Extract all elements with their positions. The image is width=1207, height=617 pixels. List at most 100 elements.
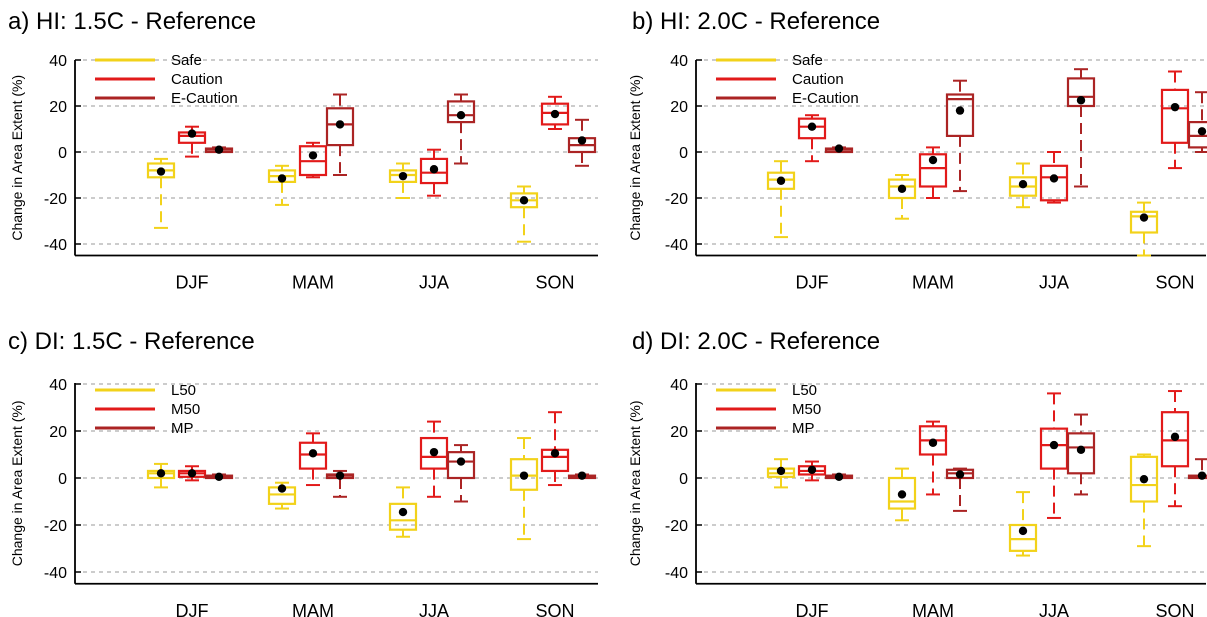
mean-point bbox=[834, 144, 844, 153]
box-l50-son bbox=[509, 437, 539, 541]
x-tick-label: MAM bbox=[912, 273, 954, 293]
box-iqr bbox=[797, 117, 827, 140]
box-iqr bbox=[298, 441, 328, 470]
y-axis-label: Change in Area Extent (%) bbox=[627, 400, 643, 566]
box-iqr bbox=[1066, 432, 1096, 475]
x-tick-label: SON bbox=[1155, 273, 1194, 293]
panel-title: d) DI: 2.0C - Reference bbox=[632, 328, 880, 355]
x-tick-label: SON bbox=[535, 273, 574, 293]
box-mp-djf bbox=[824, 472, 854, 482]
mean-point bbox=[955, 470, 965, 479]
x-tick-label: DJF bbox=[796, 601, 829, 617]
legend-label: L50 bbox=[792, 382, 817, 399]
box-e-caution-djf bbox=[824, 144, 854, 154]
panel-3: c) DI: 1.5C - Reference Change in Area Ex… bbox=[8, 328, 598, 617]
box-e-caution-son bbox=[567, 118, 597, 167]
legend-label: Caution bbox=[171, 71, 223, 88]
box-iqr bbox=[1129, 210, 1159, 234]
box-mp-djf bbox=[204, 472, 234, 482]
box-l50-jja bbox=[1008, 491, 1038, 557]
box-l50-jja bbox=[388, 486, 418, 538]
x-tick-label: SON bbox=[535, 601, 574, 617]
x-tick-label: MAM bbox=[292, 273, 334, 293]
box-iqr bbox=[446, 100, 476, 124]
box-e-caution-jja bbox=[446, 93, 476, 165]
box-iqr bbox=[1008, 523, 1038, 552]
y-tick-label: -20 bbox=[44, 518, 67, 535]
legend-label: MP bbox=[792, 420, 815, 437]
box-safe-son bbox=[509, 185, 539, 243]
mean-point bbox=[1049, 174, 1059, 183]
y-tick-label: -20 bbox=[665, 191, 688, 208]
mean-point bbox=[1139, 213, 1149, 222]
x-tick-label: DJF bbox=[176, 273, 209, 293]
box-iqr bbox=[325, 107, 355, 147]
legend-label: Caution bbox=[792, 71, 844, 88]
y-tick-label: 20 bbox=[670, 424, 688, 441]
y-tick-label: 20 bbox=[670, 99, 688, 116]
box-mp-son bbox=[567, 471, 597, 480]
box-e-caution-jja bbox=[1066, 68, 1096, 188]
box-mp-jja bbox=[446, 444, 476, 503]
mean-point bbox=[1197, 471, 1207, 480]
x-tick-label: JJA bbox=[419, 273, 449, 293]
y-tick-label: -20 bbox=[665, 518, 688, 535]
x-tick-label: JJA bbox=[1039, 601, 1069, 617]
x-tick-label: DJF bbox=[796, 273, 829, 293]
x-tick-label: MAM bbox=[292, 601, 334, 617]
box-caution-djf bbox=[797, 114, 827, 163]
mean-point bbox=[214, 472, 224, 482]
mean-point bbox=[1049, 440, 1059, 450]
mean-point bbox=[214, 145, 224, 154]
box-iqr bbox=[388, 169, 418, 183]
mean-point bbox=[398, 171, 408, 181]
mean-point bbox=[928, 438, 938, 447]
box-m50-jja bbox=[419, 420, 449, 498]
box-iqr bbox=[388, 502, 418, 531]
box-iqr bbox=[1066, 77, 1096, 108]
box-iqr bbox=[1129, 455, 1159, 503]
mean-point bbox=[308, 151, 318, 160]
mean-point bbox=[335, 471, 345, 480]
box-m50-djf bbox=[797, 460, 827, 482]
y-tick-label: 40 bbox=[670, 377, 688, 394]
mean-point bbox=[456, 111, 466, 120]
box-m50-djf bbox=[177, 465, 207, 482]
x-tick-label: JJA bbox=[419, 601, 449, 617]
y-tick-label: 0 bbox=[58, 471, 67, 488]
mean-point bbox=[928, 155, 938, 165]
box-l50-djf bbox=[146, 462, 176, 489]
mean-point bbox=[187, 469, 197, 478]
mean-point bbox=[1197, 127, 1207, 136]
box-iqr bbox=[446, 451, 476, 480]
mean-point bbox=[519, 196, 529, 205]
mean-point bbox=[187, 129, 197, 138]
box-iqr bbox=[1160, 88, 1190, 144]
box-safe-mam bbox=[887, 174, 917, 220]
legend-label: Safe bbox=[792, 52, 823, 69]
mean-point bbox=[834, 472, 844, 482]
panel-2: b) HI: 2.0C - Reference Change in Area Ex… bbox=[627, 8, 1207, 293]
x-tick-label: DJF bbox=[176, 601, 209, 617]
y-axis-label: Change in Area Extent (%) bbox=[9, 75, 25, 241]
y-tick-label: 0 bbox=[679, 145, 688, 162]
y-tick-label: -40 bbox=[44, 237, 67, 254]
box-safe-jja bbox=[1008, 162, 1038, 209]
y-tick-label: 0 bbox=[679, 471, 688, 488]
mean-point bbox=[456, 457, 466, 466]
mean-point bbox=[277, 484, 287, 493]
box-iqr bbox=[887, 476, 917, 510]
box-safe-jja bbox=[388, 162, 418, 199]
legend-label: E-Caution bbox=[171, 90, 238, 107]
box-m50-son bbox=[540, 411, 570, 487]
y-tick-label: 40 bbox=[670, 53, 688, 70]
box-e-caution-son bbox=[1187, 91, 1207, 153]
mean-point bbox=[1018, 526, 1028, 536]
legend-label: Safe bbox=[171, 52, 202, 69]
box-m50-jja bbox=[1039, 392, 1069, 519]
mean-point bbox=[398, 507, 408, 517]
box-m50-mam bbox=[918, 420, 948, 496]
mean-point bbox=[308, 449, 318, 458]
mean-point bbox=[519, 471, 529, 480]
legend-label: E-Caution bbox=[792, 90, 859, 107]
